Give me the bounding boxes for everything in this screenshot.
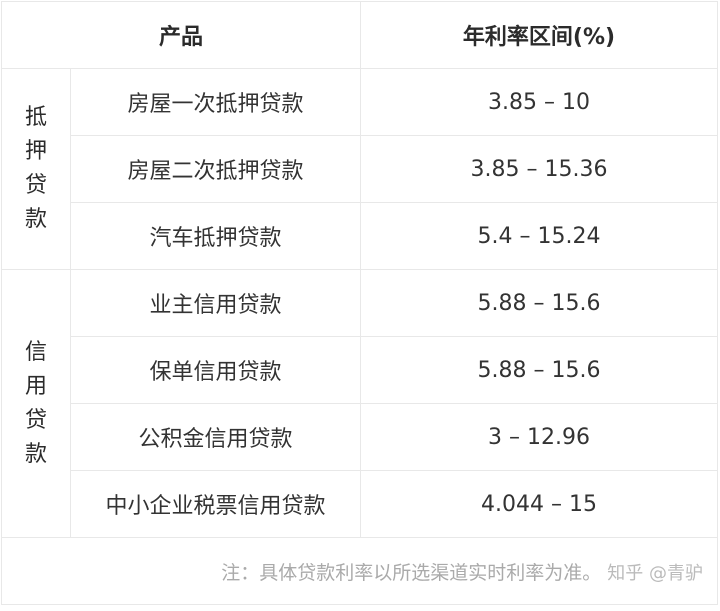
table-row: 汽车抵押贷款 5.4 – 15.24	[2, 202, 718, 270]
footer-row: 注：具体贷款利率以所选渠道实时利率为准。 知乎 @青驴	[1, 537, 718, 605]
group-label-mortgage: 抵押贷款	[1, 68, 71, 270]
table-row: 公积金信用贷款 3 – 12.96	[2, 403, 718, 471]
product-cell: 房屋一次抵押贷款	[69, 68, 362, 136]
rate-cell: 5.88 – 15.6	[360, 269, 718, 337]
table-row: 房屋二次抵押贷款 3.85 – 15.36	[2, 135, 718, 203]
table-row: 抵押贷款 房屋一次抵押贷款 3.85 – 10	[1, 68, 718, 270]
header-row: 产品 年利率区间(%)	[0, 1, 718, 69]
product-cell: 业主信用贷款	[69, 269, 362, 337]
watermark: 知乎 @青驴	[607, 562, 703, 584]
product-cell: 中小企业税票信用贷款	[69, 470, 362, 538]
rate-cell: 3.85 – 10	[360, 68, 718, 136]
rate-cell: 3 – 12.96	[360, 403, 718, 471]
product-cell: 房屋二次抵押贷款	[69, 135, 362, 203]
table-row: 中小企业税票信用贷款 4.044 – 15	[2, 470, 718, 538]
header-rate: 年利率区间(%)	[360, 1, 718, 69]
product-cell: 保单信用贷款	[69, 336, 362, 404]
product-cell: 公积金信用贷款	[69, 403, 362, 471]
table-row: 保单信用贷款 5.88 – 15.6	[2, 336, 718, 404]
product-cell: 汽车抵押贷款	[69, 202, 362, 270]
rate-cell: 3.85 – 15.36	[360, 135, 718, 203]
rate-cell: 4.044 – 15	[360, 470, 718, 538]
footer-note-cell: 注：具体贷款利率以所选渠道实时利率为准。 知乎 @青驴	[1, 537, 718, 605]
group-label-credit: 信用贷款	[1, 269, 71, 538]
footer-note: 注：具体贷款利率以所选渠道实时利率为准。	[221, 561, 602, 584]
table-row: 信用贷款 业主信用贷款 5.88 – 15.6	[1, 269, 718, 538]
rate-cell: 5.88 – 15.6	[360, 336, 718, 404]
rate-cell: 5.4 – 15.24	[360, 202, 718, 270]
header-product: 产品	[0, 1, 362, 69]
